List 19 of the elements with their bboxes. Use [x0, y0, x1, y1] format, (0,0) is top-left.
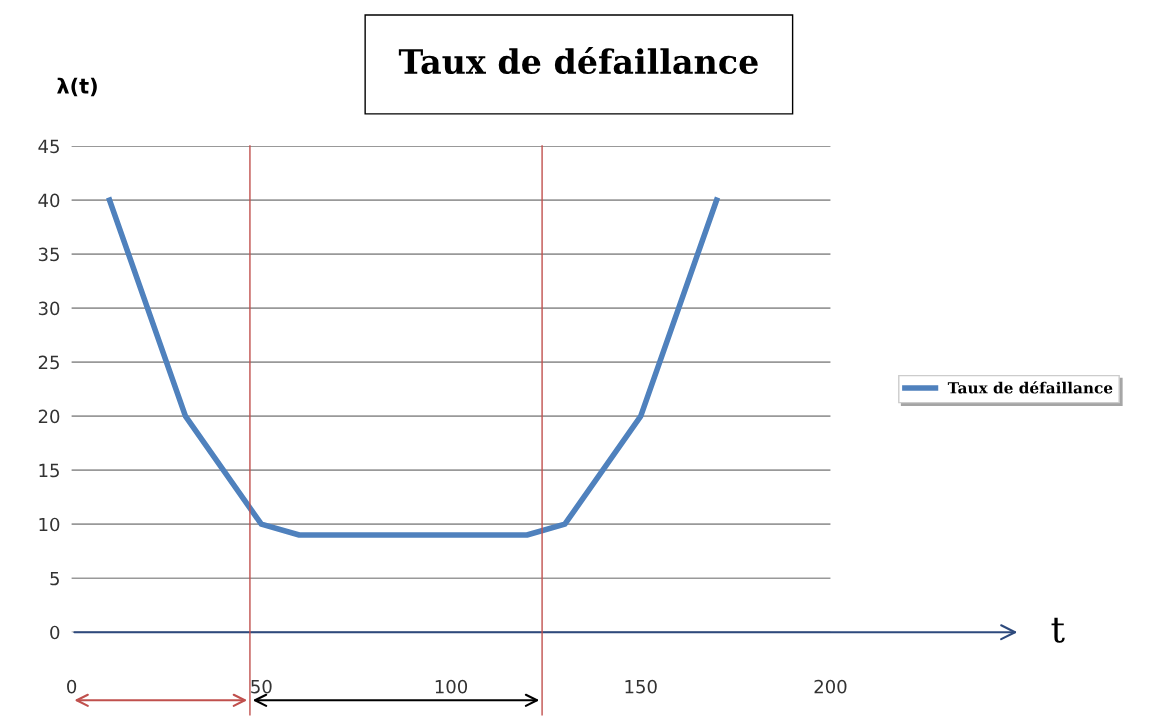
y-axis-title: λ(t): [57, 77, 97, 97]
y-tick-label: 0: [50, 625, 60, 640]
y-tick-label: 25: [38, 355, 59, 370]
y-tick-label: 10: [39, 517, 60, 532]
y-tick-label: 35: [38, 247, 59, 262]
y-tick-label: 5: [50, 571, 59, 586]
legend-label: Taux de défaillance: [947, 381, 1113, 394]
text: t: [1051, 617, 1065, 643]
y-tick-label: 15: [39, 463, 59, 478]
x-tick-label: 100: [435, 679, 468, 694]
y-tick-label: 20: [38, 409, 60, 424]
y-tick-label: 40: [38, 193, 60, 208]
chart-title: Taux de défaillance: [398, 46, 758, 75]
x-tick-label: 150: [625, 679, 657, 694]
y-tick-label: 45: [38, 139, 59, 154]
y-tick-label: 30: [38, 301, 60, 316]
x-tick-label: 200: [814, 679, 847, 694]
x-tick-label: 0: [67, 679, 77, 694]
x-tick-label: 50: [251, 679, 272, 694]
